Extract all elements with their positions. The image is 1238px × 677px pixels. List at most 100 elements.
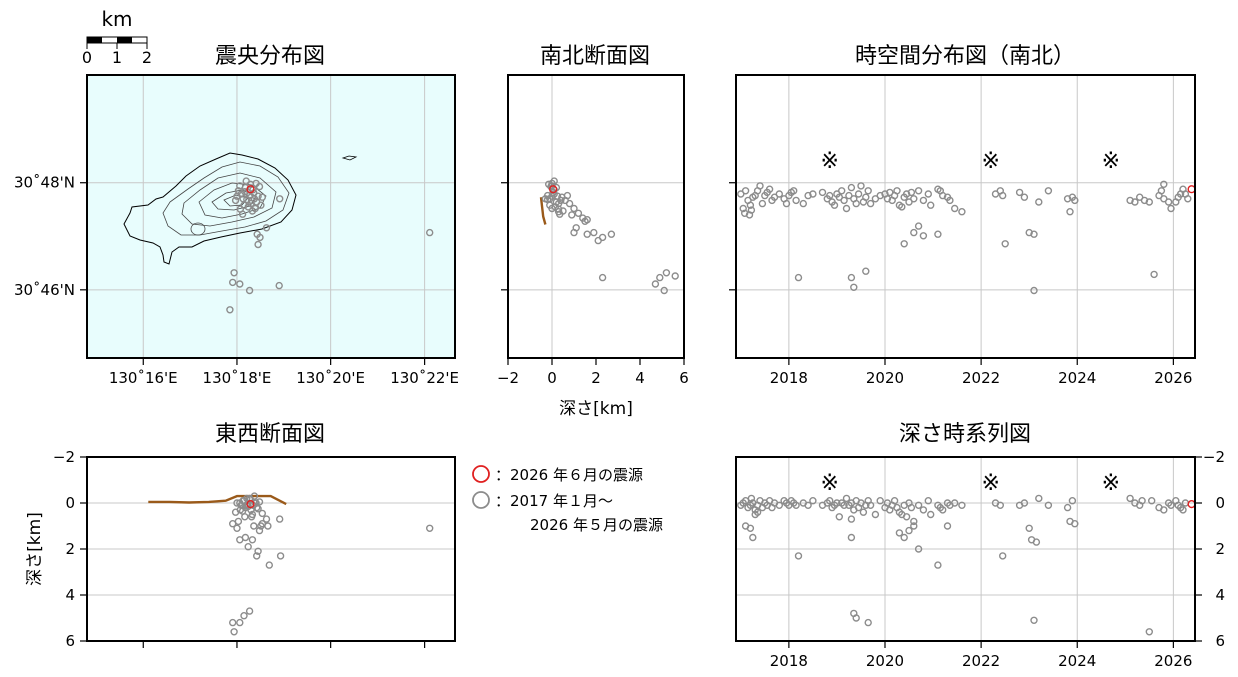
dt-x-tick-label: 2020: [866, 652, 904, 670]
ns-x-tick-label: 4: [635, 369, 645, 387]
past-hypocenter: [244, 203, 252, 211]
scale-bar-tick: 1: [112, 48, 122, 67]
past-hypocenter: [905, 526, 913, 535]
past-hypocenter: [924, 497, 932, 505]
past-hypocenter: [250, 522, 258, 530]
past-hypocenter: [902, 513, 911, 521]
past-hypocenter: [745, 211, 754, 219]
past-hypocenter: [1167, 204, 1175, 213]
past-hypocenter: [258, 509, 266, 518]
past-hypocenter: [862, 267, 870, 275]
map-x-tick-label: 130˚16'E: [109, 369, 178, 387]
past-hypocenter: [890, 497, 899, 505]
ew-y-tick-label: −2: [53, 448, 75, 466]
past-hypocenter: [651, 280, 660, 288]
past-hypocenter: [568, 211, 576, 219]
past-hypocenter: [1167, 501, 1175, 509]
past-hypocenter: [910, 228, 918, 237]
dt-x-tick-label: 2018: [770, 652, 808, 670]
scale-bar-tick: 0: [82, 48, 92, 67]
past-hypocenter: [850, 283, 858, 291]
past-hypocenter: [1179, 506, 1187, 514]
past-hypocenter: [910, 195, 918, 203]
st-x-tick-label: 2022: [962, 369, 1000, 387]
past-hypocenter: [1172, 198, 1180, 206]
dt-x-tick-label: 2024: [1058, 652, 1096, 670]
past-hypocenter: [583, 230, 591, 238]
ew-y-tick-label: 6: [65, 632, 75, 650]
past-hypocenter: [243, 195, 251, 204]
past-hypocenter: [656, 273, 664, 282]
past-hypocenter: [1044, 187, 1053, 195]
spacetime-ns-background: [736, 75, 1195, 358]
ns-x-tick-label: −2: [497, 369, 519, 387]
past-hypocenter: [830, 201, 839, 209]
dt-x-tick-label: 2026: [1154, 652, 1192, 670]
past-hypocenter: [809, 497, 817, 505]
past-hypocenter: [919, 506, 928, 514]
past-hypocenter: [739, 204, 747, 213]
spacetime-ns-frame: [735, 74, 1196, 359]
dt-y-tick-label: 4: [1215, 586, 1225, 604]
st-x-tick-label: 2020: [866, 369, 904, 387]
past-hypocenter: [792, 196, 800, 205]
past-hypocenter: [248, 536, 257, 544]
ns-section-title: 南北断面図: [540, 44, 650, 69]
current-hypocenter: [246, 500, 255, 509]
st-x-tick-label: 2018: [770, 369, 808, 387]
past-hypocenter: [1030, 616, 1038, 624]
past-hypocenter: [660, 286, 668, 295]
note-mark: ※: [821, 149, 839, 174]
past-hypocenter: [1160, 180, 1168, 189]
past-hypocenter: [864, 618, 872, 627]
note-mark: ※: [982, 471, 1000, 496]
legend-current-label: ：2026 年６月の震源: [495, 466, 643, 484]
past-hypocenter: [574, 209, 583, 218]
current-hypocenter: [548, 185, 558, 194]
ns-section-panel: 南北断面図 −2 0 2 4 6 深さ[km]: [497, 44, 689, 419]
past-hypocenter: [265, 561, 273, 569]
past-hypocenter: [847, 533, 856, 542]
past-hypocenter: [741, 209, 749, 218]
legend-past-marker: [472, 491, 490, 509]
past-hypocenter: [254, 547, 262, 555]
map-y-tick-label: 30˚46'N: [14, 281, 75, 299]
legend: ：2026 年６月の震源 ：2017 年１月～ 2026 年５月の震源: [472, 465, 663, 534]
past-hypocenter: [914, 222, 923, 230]
past-hypocenter: [741, 187, 750, 195]
past-hypocenter: [758, 199, 767, 208]
past-hypocenter: [1126, 196, 1134, 205]
past-hypocenter: [1035, 198, 1043, 206]
past-hypocenter: [842, 204, 851, 213]
past-hypocenter: [847, 183, 856, 192]
past-hypocenter: [934, 230, 942, 238]
past-hypocenter: [671, 272, 679, 280]
past-hypocenter: [662, 269, 671, 277]
past-hypocenter: [866, 501, 875, 509]
past-hypocenter: [253, 503, 261, 512]
past-hypocenter: [570, 228, 578, 237]
past-hypocenter: [919, 232, 928, 240]
past-hypocenter: [1020, 193, 1029, 201]
note-mark: ※: [1102, 149, 1120, 174]
past-hypocenter: [939, 506, 947, 514]
past-hypocenter: [543, 195, 552, 204]
st-x-tick-label: 2026: [1154, 369, 1192, 387]
past-hypocenter: [919, 196, 928, 205]
st-x-tick-label: 2024: [1058, 369, 1096, 387]
note-mark: ※: [821, 471, 839, 496]
past-hypocenter: [775, 501, 783, 509]
past-hypocenter: [898, 203, 906, 211]
past-hypocenter: [845, 191, 853, 200]
past-hypocenter: [255, 526, 264, 535]
past-hypocenter: [840, 501, 848, 509]
past-hypocenter: [782, 199, 791, 208]
past-hypocenter: [1150, 270, 1158, 279]
scale-bar: km 0 1 2: [82, 7, 152, 67]
past-hypocenter: [258, 193, 266, 201]
past-hypocenter: [1001, 240, 1009, 248]
past-hypocenter: [570, 204, 578, 213]
map-frame: [86, 74, 456, 359]
past-hypocenter: [594, 236, 602, 245]
map-x-tick-label: 130˚22'E: [390, 369, 459, 387]
